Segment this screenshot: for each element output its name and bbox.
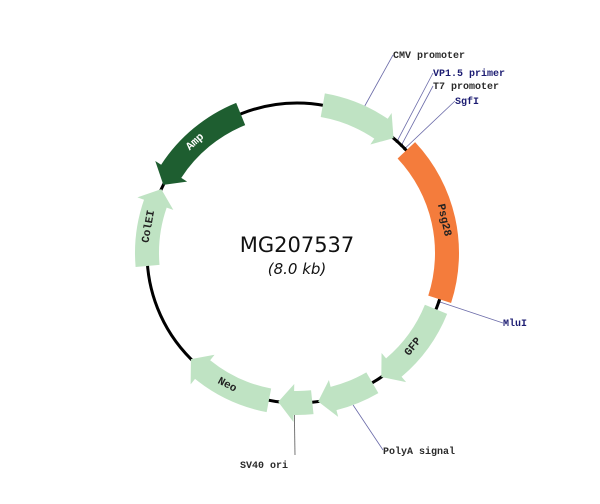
feature-sv40-ori	[278, 383, 314, 422]
marker-leader-line	[396, 72, 434, 142]
feature-amp	[155, 102, 246, 185]
feature-polya-signal	[318, 372, 379, 417]
marker-label: SV40 ori	[240, 460, 288, 472]
feature-cmv-promoter	[320, 93, 394, 145]
marker-label: SgfI	[455, 96, 479, 108]
feature-psg28	[397, 142, 460, 304]
plasmid-size: (8.0 kb)	[268, 260, 327, 278]
marker-label: T7 promoter	[433, 82, 499, 93]
marker-label: MluI	[503, 318, 527, 330]
site-tick	[395, 139, 399, 143]
marker-label: CMV promoter	[393, 51, 465, 62]
markers: CMV promoter VP1.5 primer T7 promoter SgfI M…	[240, 51, 527, 472]
marker-leader-line	[364, 54, 394, 107]
feature-cole1	[135, 189, 174, 267]
feature-neo	[190, 354, 272, 413]
site-tick	[399, 143, 403, 147]
marker-leader-line	[438, 301, 504, 324]
site-tick	[437, 299, 441, 304]
marker-leader-line	[404, 100, 456, 149]
feature-label: ColEI	[141, 209, 159, 244]
marker-label: VP1.5 primer	[433, 68, 505, 80]
site-tick	[403, 147, 407, 151]
marker-label: PolyA signal	[383, 446, 455, 458]
marker-leader-line	[401, 85, 434, 146]
feature-gfp	[381, 304, 448, 383]
plasmid-name: MG207537	[240, 233, 355, 257]
marker-leader-line	[352, 404, 384, 451]
marker-leader-line	[294, 414, 296, 456]
